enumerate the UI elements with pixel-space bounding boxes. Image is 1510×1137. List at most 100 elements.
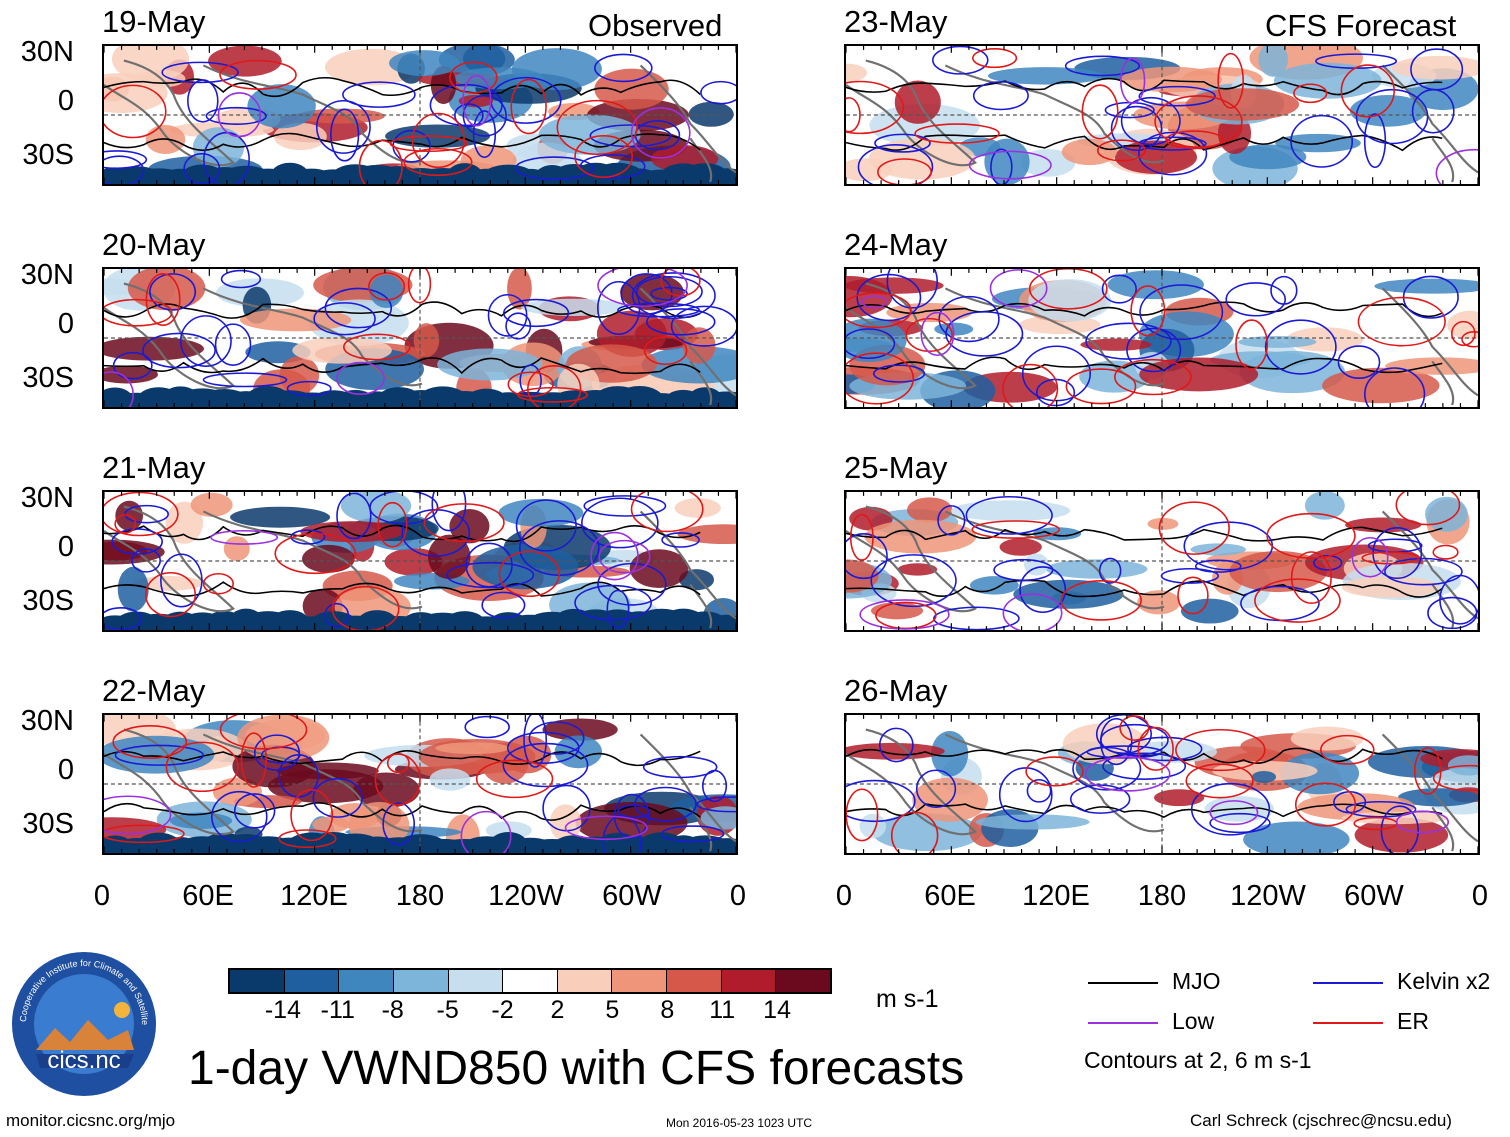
anomaly-blob xyxy=(111,46,190,83)
er-contour xyxy=(1266,512,1356,559)
er-contour xyxy=(846,80,905,135)
lon-tick-label: 0 xyxy=(835,880,853,912)
anomaly-blob xyxy=(872,813,983,852)
kelvin-contour xyxy=(214,323,252,366)
er-contour xyxy=(1217,52,1244,109)
low-contour xyxy=(1084,756,1171,792)
er-contour xyxy=(1320,734,1375,765)
legend-label: Low xyxy=(1172,1008,1215,1034)
panel-date-label: 19-May xyxy=(102,4,206,39)
kelvin-contour xyxy=(1225,282,1287,317)
kelvin-contour xyxy=(112,351,153,380)
er-contour xyxy=(1025,756,1084,787)
kelvin-contour xyxy=(211,790,268,843)
anomaly-blob xyxy=(1251,770,1277,783)
kelvin-contour xyxy=(1102,752,1187,780)
anomaly-blob xyxy=(437,348,543,381)
low-contour xyxy=(1119,57,1146,105)
er-contour xyxy=(1293,83,1328,104)
kelvin-contour xyxy=(464,715,510,739)
colorbar-tick-label: 5 xyxy=(605,996,620,1024)
anomaly-blob xyxy=(1374,278,1478,294)
anomaly-blob xyxy=(273,122,327,151)
anomaly-blob xyxy=(1212,761,1318,781)
anomaly-blob xyxy=(389,50,460,77)
kelvin-contour xyxy=(179,315,232,367)
kelvin-contour xyxy=(602,814,642,853)
kelvin-contour xyxy=(1139,284,1224,341)
anomaly-blob xyxy=(498,498,584,527)
er-contour xyxy=(202,573,234,595)
kelvin-contour xyxy=(1098,557,1122,584)
er-contour xyxy=(971,520,1061,539)
footer-timestamp: Mon 2016-05-23 1023 UTC xyxy=(666,1116,813,1130)
kelvin-contour xyxy=(702,769,728,803)
low-contour xyxy=(564,815,648,841)
legend-line xyxy=(1088,1022,1158,1024)
kelvin-contour xyxy=(661,532,700,548)
anomaly-blob xyxy=(1154,789,1205,807)
colorbar-tick-label: -11 xyxy=(320,996,355,1024)
low-contour xyxy=(861,295,887,309)
lon-tick-label: 120W xyxy=(1230,880,1306,912)
er-contour xyxy=(846,292,912,329)
kelvin-contour xyxy=(481,591,526,619)
anomaly-blob xyxy=(104,539,165,565)
anomaly-blob xyxy=(674,498,721,518)
kelvin-contour xyxy=(635,275,703,308)
colorbar-tick-label: 14 xyxy=(763,996,791,1024)
colorbar-box xyxy=(503,970,558,992)
kelvin-contour xyxy=(507,731,580,765)
kelvin-contour xyxy=(1290,114,1354,168)
anomaly-blob xyxy=(104,336,204,361)
anomaly-blob xyxy=(907,497,953,523)
colorbar-box xyxy=(557,970,613,992)
kelvin-contour xyxy=(1110,105,1163,151)
panel-date-label: 24-May xyxy=(844,227,948,262)
kelvin-contour xyxy=(874,133,931,153)
kelvin-contour xyxy=(114,744,205,766)
low-contour xyxy=(598,539,651,574)
anomaly-blob xyxy=(677,524,736,545)
kelvin-contour xyxy=(1138,85,1216,107)
colorbar-tick-label: 2 xyxy=(550,996,565,1024)
lat-tick-label: 30N xyxy=(20,705,74,737)
lon-tick-label: 60E xyxy=(182,880,234,912)
low-contour xyxy=(590,531,639,581)
anomaly-blob xyxy=(104,365,158,384)
anomaly-blob xyxy=(1258,46,1289,77)
kelvin-contour xyxy=(487,293,528,337)
er-contour xyxy=(1154,95,1243,148)
colorbar xyxy=(228,968,832,994)
kelvin-contour xyxy=(202,372,288,388)
heatmap-panel xyxy=(102,44,738,186)
anomaly-blob xyxy=(1229,550,1327,593)
lon-tick-label: 180 xyxy=(1137,880,1187,912)
er-contour xyxy=(846,97,861,133)
er-contour xyxy=(343,333,411,361)
mjo-contour xyxy=(104,357,701,375)
kelvin-contour xyxy=(312,777,363,818)
anomaly-blob xyxy=(1354,817,1449,853)
lat-tick-label: 0 xyxy=(57,754,74,786)
low-contour xyxy=(1351,536,1389,578)
kelvin-contour xyxy=(528,721,585,755)
kelvin-contour xyxy=(1099,717,1133,766)
colorbar-tick-label: 11 xyxy=(709,996,736,1024)
kelvin-contour xyxy=(1363,113,1387,169)
er-contour xyxy=(890,811,939,853)
er-contour xyxy=(386,752,410,774)
er-contour xyxy=(1450,320,1476,347)
anomaly-blob xyxy=(549,804,582,842)
low-contour xyxy=(210,529,279,545)
kelvin-contour xyxy=(502,298,570,328)
colorbar-tick-label: -14 xyxy=(264,996,301,1024)
kelvin-contour xyxy=(1439,574,1478,625)
er-contour xyxy=(403,147,473,177)
low-contour xyxy=(1435,148,1478,184)
kelvin-contour xyxy=(111,528,163,555)
kelvin-contour xyxy=(324,602,350,628)
anomaly-blob xyxy=(706,838,736,853)
colorbar-box xyxy=(721,970,777,992)
lat-tick-label: 30S xyxy=(22,808,74,840)
